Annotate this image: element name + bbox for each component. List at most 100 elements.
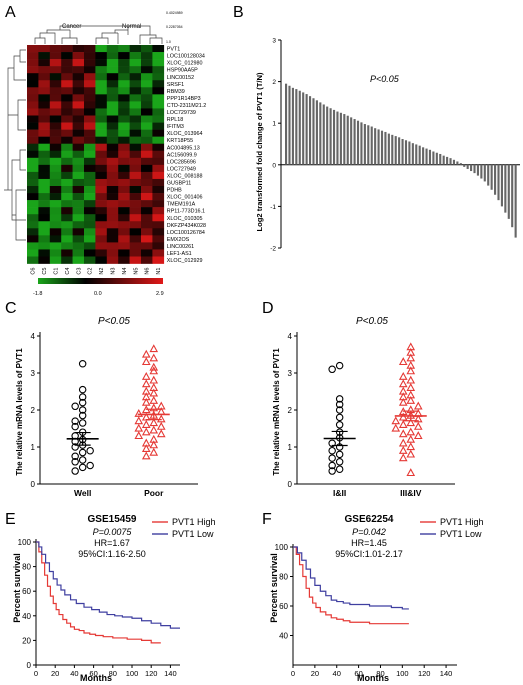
heatmap-cell: [129, 150, 142, 159]
heatmap-cell: [61, 87, 73, 95]
heatmap-cell: [61, 228, 73, 236]
survival-e-y-tick-label: 80: [22, 563, 31, 572]
scatter-d-point: [335, 406, 344, 414]
heatmap-row-label: LOC100126784: [167, 230, 205, 236]
heatmap-cell: [27, 150, 39, 159]
scatter-c-tick-label: 1: [31, 443, 36, 452]
dendrogram-label-3: 1.0: [166, 40, 171, 44]
heatmap-cell: [72, 136, 85, 144]
heatmap-cell: [152, 249, 165, 257]
survival-f-title: GSE62254: [345, 514, 394, 525]
heatmap-cell: [84, 87, 96, 95]
heatmap-cell: [141, 249, 153, 257]
heatmap-cell: [152, 214, 165, 222]
heatmap-cell: [61, 94, 73, 102]
survival-e-legend-label: PVT1 High: [172, 517, 216, 527]
heatmap-cell: [106, 249, 119, 257]
scatter-d-category-label: III&IV: [400, 488, 422, 498]
heatmap-row-label: TMEM191A: [167, 202, 196, 208]
heatmap-cell: [27, 207, 39, 215]
heatmap-cell: [38, 115, 51, 123]
heatmap-cell: [61, 171, 73, 180]
heatmap-cell: [141, 164, 153, 173]
bar: [415, 144, 418, 165]
scatter-d-point: [413, 421, 423, 430]
scatter-c-category-label: Well: [74, 488, 91, 498]
heatmap-cell: [61, 186, 73, 194]
scatter-c-point: [149, 344, 159, 353]
heatmap-cell: [84, 214, 96, 222]
heatmap-cell: [152, 200, 165, 208]
heatmap-cell: [106, 66, 119, 74]
heatmap-cell: [84, 150, 96, 159]
heatmap-cell: [61, 59, 73, 67]
heatmap-cell: [118, 157, 130, 166]
scatter-c-point: [141, 444, 151, 453]
heatmap-cell: [129, 249, 142, 257]
scatter-c-point: [71, 452, 79, 460]
heatmap-cell: [129, 207, 142, 215]
heatmap-cell: [95, 157, 108, 166]
heatmap-cell: [106, 256, 119, 264]
bar: [350, 117, 353, 165]
bar: [353, 119, 356, 165]
bar: [291, 87, 294, 165]
colorbar-min-label: -1.8: [33, 291, 42, 297]
heatmap-cell: [152, 150, 165, 159]
heatmap-cell: [129, 129, 142, 137]
heatmap-cell: [61, 164, 73, 173]
bar: [367, 125, 370, 165]
heatmap-cell: [61, 150, 73, 159]
heatmap-cell: [61, 108, 73, 116]
heatmap-column-label: C3: [76, 268, 82, 275]
scatter-c-ylabel: The relative mRNA levels of PVT1: [15, 348, 24, 476]
heatmap-cell: [27, 80, 39, 88]
heatmap-cell: [118, 249, 130, 257]
heatmap-cell: [49, 157, 62, 166]
bar: [302, 92, 305, 165]
scatter-c-point: [149, 418, 159, 427]
scatter-c-point: [78, 359, 87, 368]
survival-e-legend-label: PVT1 Low: [172, 529, 214, 539]
bar: [336, 111, 339, 165]
bar: [439, 153, 442, 165]
heatmap-cell: [27, 129, 39, 137]
bar: [507, 164, 510, 219]
heatmap-cell: [152, 52, 165, 60]
heatmap-row-label: XLOC_012980: [167, 61, 203, 67]
heatmap-cell: [38, 186, 51, 194]
heatmap-cell: [152, 157, 165, 166]
heatmap-cell: [84, 207, 96, 215]
scatter-c-point: [156, 429, 166, 438]
bar: [490, 164, 493, 190]
heatmap-cell: [106, 108, 119, 116]
heatmap-cell: [129, 171, 142, 180]
heatmap-cell: [49, 221, 62, 229]
heatmap-cell: [61, 200, 73, 208]
heatmap-cell: [72, 52, 85, 60]
heatmap-cell: [27, 200, 39, 208]
scatter-c-point: [149, 353, 159, 362]
heatmap-column-label: N3: [111, 268, 117, 275]
heatmap-cell: [38, 193, 51, 201]
scatter-c-annotation: P<0.05: [98, 316, 130, 327]
heatmap-cell: [141, 136, 153, 144]
scatter-c-point: [141, 451, 151, 460]
survival-f-ci: 95%CI:1.01-2.17: [335, 549, 403, 559]
heatmap-cell: [27, 228, 39, 236]
bar-chart-bars: [285, 83, 517, 238]
heatmap-cell: [27, 45, 39, 53]
heatmap-cell: [49, 143, 62, 152]
heatmap-cell: [129, 256, 142, 264]
heatmap-row-label: EMX2OS: [167, 237, 190, 243]
heatmap-cell: [95, 256, 108, 264]
heatmap-cell: [129, 214, 142, 222]
heatmap-cell: [27, 73, 39, 81]
scatter-c-tick-label: 2: [31, 406, 36, 415]
heatmap-cell: [27, 136, 39, 144]
heatmap-cell: [152, 59, 165, 67]
heatmap-cell: [61, 101, 73, 109]
heatmap-cell: [129, 242, 142, 250]
survival-f-legend-label: PVT1 Low: [440, 529, 482, 539]
scatter-d-tick-label: 3: [288, 369, 293, 378]
